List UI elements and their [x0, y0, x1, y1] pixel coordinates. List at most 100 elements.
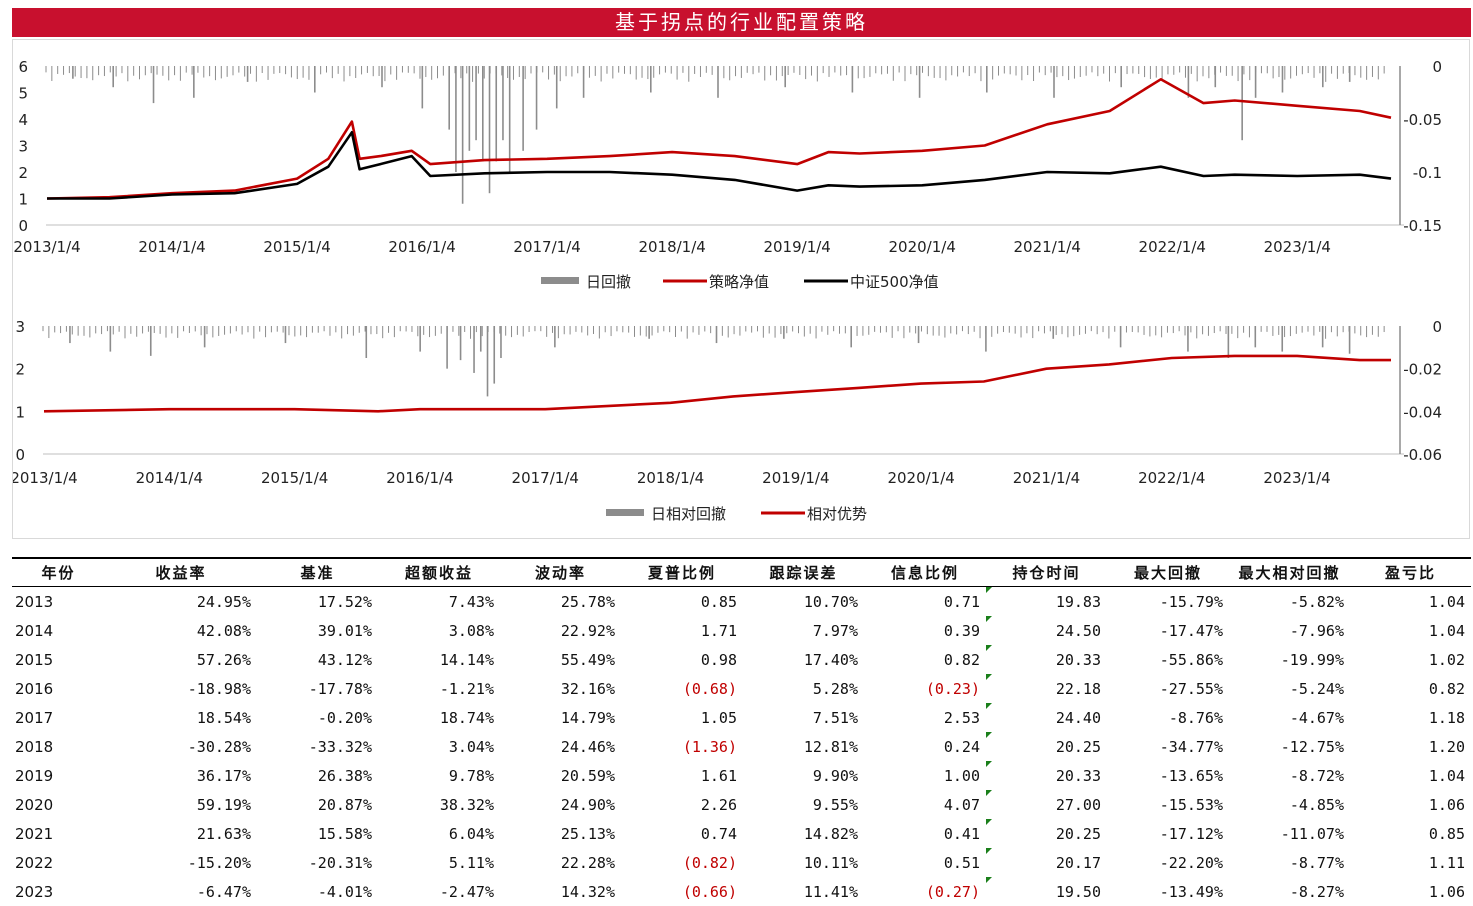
column-header: 年份 — [12, 558, 105, 587]
column-header: 基准 — [257, 558, 378, 587]
table-cell: 1.11 — [1350, 848, 1471, 877]
stats-table: 年份收益率基准超额收益波动率夏普比例跟踪误差信息比例持仓时间最大回撤最大相对回撤… — [12, 557, 1471, 906]
table-cell: -4.67% — [1229, 703, 1350, 732]
table-cell: 20.33 — [986, 761, 1107, 790]
bottom-x-tick: 2015/1/4 — [261, 469, 328, 487]
bottom-right-tick: -0.06 — [1403, 446, 1442, 464]
table-header-row: 年份收益率基准超额收益波动率夏普比例跟踪误差信息比例持仓时间最大回撤最大相对回撤… — [12, 558, 1471, 587]
table-cell: 22.92% — [500, 616, 621, 645]
table-cell: 38.32% — [378, 790, 500, 819]
table-cell: -17.12% — [1107, 819, 1229, 848]
table-cell: 19.50 — [986, 877, 1107, 906]
legend-label: 相对优势 — [807, 505, 867, 523]
table-cell: 25.13% — [500, 819, 621, 848]
table-cell: 20.25 — [986, 819, 1107, 848]
top-left-tick: 1 — [18, 191, 28, 209]
table-cell: 19.83 — [986, 587, 1107, 617]
bottom-x-tick: 2021/1/4 — [1013, 469, 1080, 487]
top-x-tick: 2021/1/4 — [1014, 238, 1081, 256]
table-cell: -8.76% — [1107, 703, 1229, 732]
table-cell: 1.61 — [621, 761, 743, 790]
table-cell: 20.87% — [257, 790, 378, 819]
table-cell: 59.19% — [105, 790, 257, 819]
bottom-right-tick: -0.02 — [1403, 361, 1442, 379]
top-x-tick: 2022/1/4 — [1139, 238, 1206, 256]
table-cell: -15.20% — [105, 848, 257, 877]
bottom-x-tick: 2022/1/4 — [1138, 469, 1205, 487]
table-cell: 9.78% — [378, 761, 500, 790]
table-cell: -15.79% — [1107, 587, 1229, 617]
table-cell: -30.28% — [105, 732, 257, 761]
top-x-tick: 2015/1/4 — [263, 238, 330, 256]
bottom-x-tick: 2016/1/4 — [386, 469, 453, 487]
table-cell: -18.98% — [105, 674, 257, 703]
table-cell: 24.90% — [500, 790, 621, 819]
column-header: 最大相对回撤 — [1229, 558, 1350, 587]
table-cell: -17.47% — [1107, 616, 1229, 645]
table-cell: 14.14% — [378, 645, 500, 674]
column-header: 夏普比例 — [621, 558, 743, 587]
table-cell: 1.04 — [1350, 616, 1471, 645]
column-header: 超额收益 — [378, 558, 500, 587]
table-cell: -22.20% — [1107, 848, 1229, 877]
table-cell: 7.51% — [743, 703, 864, 732]
table-cell: 7.97% — [743, 616, 864, 645]
table-cell: -8.27% — [1229, 877, 1350, 906]
year-cell: 2020 — [12, 790, 105, 819]
top-left-tick: 2 — [18, 164, 28, 182]
table-cell: 27.00 — [986, 790, 1107, 819]
table-cell: -33.32% — [257, 732, 378, 761]
column-header: 波动率 — [500, 558, 621, 587]
table-cell: 0.39 — [864, 616, 986, 645]
table-cell: 0.24 — [864, 732, 986, 761]
table-cell: 0.85 — [1350, 819, 1471, 848]
table-cell: 15.58% — [257, 819, 378, 848]
table-cell: 4.07 — [864, 790, 986, 819]
year-cell: 2017 — [12, 703, 105, 732]
table-cell: 0.82 — [864, 645, 986, 674]
table-cell: -1.21% — [378, 674, 500, 703]
table-cell: -11.07% — [1229, 819, 1350, 848]
table-cell: -20.31% — [257, 848, 378, 877]
top-left-tick: 4 — [18, 111, 28, 129]
table-cell: -13.65% — [1107, 761, 1229, 790]
bottom-x-tick: 2018/1/4 — [637, 469, 704, 487]
legend-swatch-drawdown — [541, 277, 579, 284]
top-left-tick: 6 — [18, 58, 28, 76]
year-cell: 2019 — [12, 761, 105, 790]
table-cell: 18.74% — [378, 703, 500, 732]
table-cell: 24.95% — [105, 587, 257, 617]
table-cell: 1.06 — [1350, 790, 1471, 819]
table-cell: -27.55% — [1107, 674, 1229, 703]
year-cell: 2022 — [12, 848, 105, 877]
table-cell: 20.33 — [986, 645, 1107, 674]
table-cell: 39.01% — [257, 616, 378, 645]
table-cell: 6.04% — [378, 819, 500, 848]
column-header: 收益率 — [105, 558, 257, 587]
table-cell: 2.53 — [864, 703, 986, 732]
table-cell: -15.53% — [1107, 790, 1229, 819]
table-cell: (0.66) — [621, 877, 743, 906]
table-cell: -34.77% — [1107, 732, 1229, 761]
table-cell: 20.59% — [500, 761, 621, 790]
table-cell: (0.82) — [621, 848, 743, 877]
table-cell: 9.55% — [743, 790, 864, 819]
table-cell: 14.32% — [500, 877, 621, 906]
table-cell: 0.74 — [621, 819, 743, 848]
top-x-tick: 2013/1/4 — [13, 238, 80, 256]
table-cell: -6.47% — [105, 877, 257, 906]
table-cell: 7.43% — [378, 587, 500, 617]
table-cell: 1.18 — [1350, 703, 1471, 732]
bottom-x-tick: 2017/1/4 — [512, 469, 579, 487]
year-cell: 2016 — [12, 674, 105, 703]
table-cell: 36.17% — [105, 761, 257, 790]
table-cell: 25.78% — [500, 587, 621, 617]
table-cell: 24.46% — [500, 732, 621, 761]
year-cell: 2014 — [12, 616, 105, 645]
table-row: 2018-30.28%-33.32%3.04%24.46%(1.36)12.81… — [12, 732, 1471, 761]
table-cell: 2.26 — [621, 790, 743, 819]
top-right-tick: 0 — [1432, 58, 1442, 76]
